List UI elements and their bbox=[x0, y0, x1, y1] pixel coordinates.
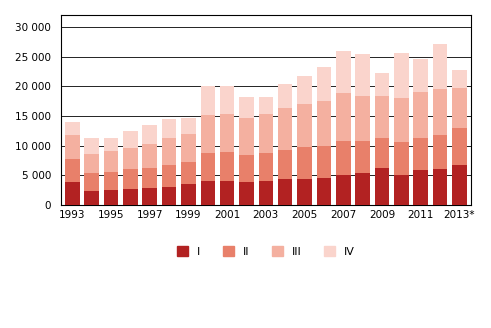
Bar bbox=[200, 115, 215, 153]
Bar bbox=[355, 96, 370, 141]
Bar bbox=[259, 113, 273, 153]
Bar bbox=[413, 138, 428, 170]
Bar bbox=[142, 168, 157, 188]
Bar bbox=[278, 108, 293, 150]
Bar bbox=[181, 118, 196, 134]
Bar bbox=[433, 44, 447, 89]
Bar bbox=[259, 153, 273, 181]
Bar bbox=[336, 51, 351, 93]
Bar bbox=[375, 96, 389, 138]
Bar bbox=[84, 138, 99, 154]
Bar bbox=[298, 104, 312, 147]
Bar bbox=[239, 182, 254, 205]
Bar bbox=[452, 88, 466, 128]
Bar bbox=[336, 175, 351, 205]
Bar bbox=[181, 134, 196, 162]
Bar bbox=[104, 138, 118, 151]
Bar bbox=[220, 113, 234, 152]
Bar bbox=[200, 153, 215, 181]
Bar bbox=[162, 187, 176, 205]
Bar bbox=[413, 92, 428, 138]
Bar bbox=[84, 174, 99, 191]
Bar bbox=[394, 97, 409, 142]
Bar bbox=[298, 147, 312, 179]
Bar bbox=[413, 59, 428, 92]
Bar bbox=[278, 150, 293, 179]
Bar bbox=[104, 151, 118, 172]
Bar bbox=[355, 141, 370, 174]
Bar bbox=[394, 142, 409, 175]
Bar bbox=[259, 181, 273, 205]
Bar bbox=[413, 170, 428, 205]
Bar bbox=[317, 178, 331, 205]
Bar bbox=[375, 72, 389, 96]
Bar bbox=[162, 138, 176, 165]
Bar bbox=[123, 148, 137, 169]
Legend: I, II, III, IV: I, II, III, IV bbox=[174, 243, 358, 260]
Bar bbox=[298, 75, 312, 104]
Bar bbox=[65, 135, 80, 159]
Bar bbox=[452, 70, 466, 88]
Bar bbox=[355, 53, 370, 96]
Bar bbox=[65, 159, 80, 182]
Bar bbox=[123, 169, 137, 189]
Bar bbox=[162, 165, 176, 187]
Bar bbox=[336, 141, 351, 175]
Bar bbox=[65, 182, 80, 205]
Bar bbox=[104, 172, 118, 190]
Bar bbox=[452, 128, 466, 165]
Bar bbox=[123, 189, 137, 205]
Bar bbox=[220, 152, 234, 181]
Bar bbox=[162, 119, 176, 138]
Bar bbox=[298, 179, 312, 205]
Bar bbox=[142, 188, 157, 205]
Bar bbox=[336, 93, 351, 141]
Bar bbox=[375, 138, 389, 168]
Bar bbox=[84, 191, 99, 205]
Bar bbox=[239, 155, 254, 182]
Bar bbox=[220, 86, 234, 113]
Bar bbox=[181, 162, 196, 184]
Bar bbox=[200, 86, 215, 115]
Bar bbox=[394, 175, 409, 205]
Bar bbox=[278, 84, 293, 108]
Bar bbox=[220, 181, 234, 205]
Bar bbox=[317, 101, 331, 146]
Bar bbox=[104, 190, 118, 205]
Bar bbox=[123, 131, 137, 148]
Bar bbox=[433, 169, 447, 205]
Bar bbox=[452, 165, 466, 205]
Bar bbox=[355, 174, 370, 205]
Bar bbox=[142, 125, 157, 144]
Bar bbox=[317, 146, 331, 178]
Bar bbox=[317, 67, 331, 101]
Bar bbox=[142, 144, 157, 168]
Bar bbox=[65, 122, 80, 135]
Bar bbox=[433, 135, 447, 169]
Bar bbox=[84, 154, 99, 174]
Bar bbox=[239, 97, 254, 118]
Bar bbox=[200, 181, 215, 205]
Bar bbox=[394, 53, 409, 97]
Bar bbox=[375, 168, 389, 205]
Bar bbox=[181, 184, 196, 205]
Bar bbox=[259, 97, 273, 113]
Bar bbox=[278, 179, 293, 205]
Bar bbox=[433, 89, 447, 135]
Bar bbox=[239, 118, 254, 155]
